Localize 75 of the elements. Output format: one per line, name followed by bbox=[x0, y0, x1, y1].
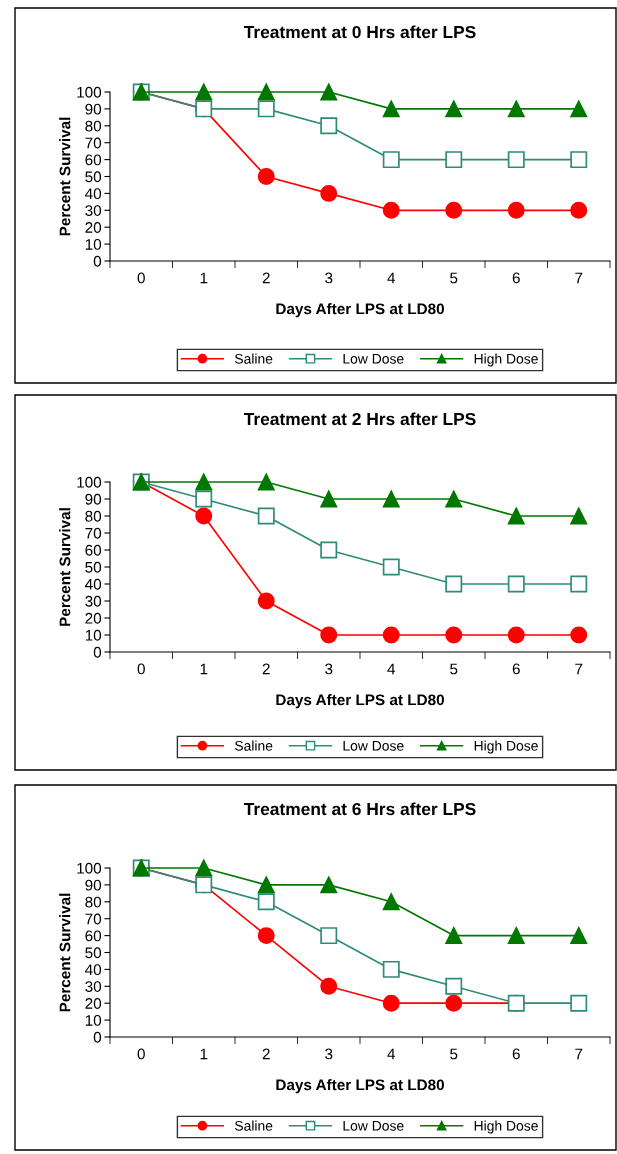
x-tick-label: 1 bbox=[200, 1048, 208, 1060]
y-tick-label: 60 bbox=[85, 154, 102, 166]
x-axis-title: Days After LPS at LD80 bbox=[276, 694, 444, 709]
legend-label: Saline bbox=[234, 1120, 273, 1131]
y-tick-label: 0 bbox=[93, 1031, 102, 1043]
y-tick-label: 70 bbox=[85, 527, 102, 539]
y-tick-label: 80 bbox=[85, 510, 102, 522]
x-tick-label: 5 bbox=[450, 663, 458, 675]
y-tick-label: 90 bbox=[85, 879, 102, 891]
legend-label: Saline bbox=[234, 740, 273, 751]
y-tick-label: 80 bbox=[85, 120, 102, 132]
x-tick-label: 2 bbox=[262, 1048, 270, 1060]
y-tick-label: 20 bbox=[85, 222, 102, 233]
y-axis-title: Percent Survival bbox=[59, 508, 71, 626]
y-tick-label: 30 bbox=[85, 595, 102, 607]
x-tick-label: 1 bbox=[200, 663, 208, 675]
y-tick-label: 100 bbox=[77, 86, 102, 98]
y-tick-label: 90 bbox=[85, 493, 102, 505]
x-tick-label: 7 bbox=[575, 272, 583, 284]
y-tick-label: 80 bbox=[85, 896, 102, 908]
legend-label: Low Dose bbox=[343, 741, 404, 751]
y-tick-label: 10 bbox=[85, 1014, 102, 1026]
x-tick-label: 1 bbox=[200, 272, 208, 284]
chart-title: Treatment at 0 Hrs after LPS bbox=[243, 25, 476, 39]
x-tick-label: 4 bbox=[387, 663, 396, 675]
chart-title: Treatment at 6 Hrs after LPS bbox=[243, 802, 476, 816]
y-tick-label: 10 bbox=[85, 629, 102, 641]
y-tick-label: 60 bbox=[85, 544, 102, 556]
y-tick-label: 40 bbox=[85, 964, 102, 976]
y-tick-label: 60 bbox=[85, 930, 102, 942]
x-axis-title: Days After LPS at LD80 bbox=[276, 303, 444, 318]
y-tick-label: 30 bbox=[85, 205, 102, 216]
y-tick-label: 70 bbox=[85, 137, 102, 149]
y-axis-title: Percent Survival bbox=[59, 893, 71, 1012]
x-tick-label: 6 bbox=[512, 663, 520, 675]
x-tick-label: 6 bbox=[512, 272, 520, 284]
chart-title: Treatment at 2 Hrs after LPS bbox=[243, 412, 476, 426]
x-tick-label: 0 bbox=[137, 272, 145, 284]
x-axis-title: Days After LPS at LD80 bbox=[276, 1079, 444, 1094]
legend-label: Low Dose bbox=[343, 354, 404, 364]
x-tick-label: 3 bbox=[325, 1048, 333, 1060]
y-tick-label: 0 bbox=[93, 646, 102, 658]
legend-label: High Dose bbox=[474, 1120, 538, 1134]
y-tick-label: 40 bbox=[85, 578, 102, 590]
y-tick-label: 70 bbox=[85, 913, 102, 925]
x-tick-label: 0 bbox=[137, 663, 145, 675]
x-tick-label: 5 bbox=[450, 272, 458, 284]
y-tick-label: 10 bbox=[85, 238, 102, 250]
x-tick-label: 6 bbox=[512, 1048, 520, 1060]
y-tick-label: 30 bbox=[85, 981, 102, 992]
x-tick-label: 5 bbox=[450, 1048, 458, 1060]
x-tick-label: 3 bbox=[325, 663, 333, 675]
y-tick-label: 40 bbox=[85, 188, 102, 200]
x-tick-label: 2 bbox=[262, 663, 270, 675]
legend-label: Low Dose bbox=[343, 1121, 404, 1131]
y-tick-label: 50 bbox=[85, 171, 102, 183]
x-tick-label: 0 bbox=[137, 1048, 145, 1060]
y-tick-label: 0 bbox=[93, 255, 102, 267]
x-tick-label: 7 bbox=[575, 663, 583, 675]
y-tick-label: 90 bbox=[85, 103, 102, 115]
y-tick-label: 20 bbox=[85, 998, 102, 1009]
x-tick-label: 3 bbox=[325, 272, 333, 284]
y-tick-label: 100 bbox=[77, 476, 102, 488]
legend-label: Saline bbox=[234, 353, 273, 364]
x-tick-label: 4 bbox=[387, 272, 396, 284]
x-tick-label: 2 bbox=[262, 272, 270, 284]
y-tick-label: 100 bbox=[77, 862, 102, 874]
x-tick-label: 4 bbox=[387, 1048, 396, 1060]
legend-label: High Dose bbox=[474, 740, 538, 754]
legend-label: High Dose bbox=[474, 353, 538, 367]
x-tick-label: 7 bbox=[575, 1048, 583, 1060]
y-tick-label: 20 bbox=[85, 612, 102, 624]
y-tick-label: 50 bbox=[85, 561, 102, 573]
y-axis-title: Percent Survival bbox=[59, 117, 71, 236]
y-tick-label: 50 bbox=[85, 947, 102, 959]
